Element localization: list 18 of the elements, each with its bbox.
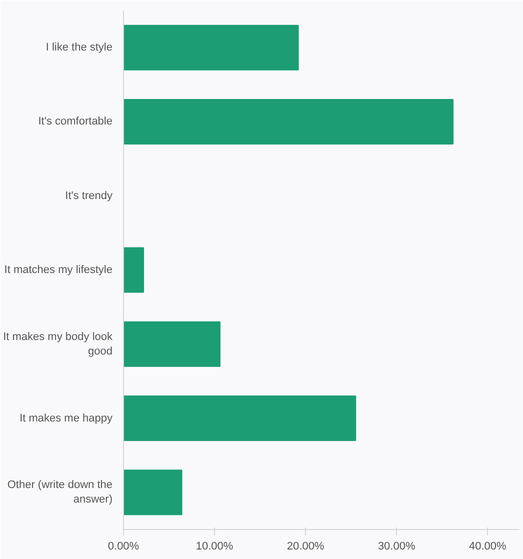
y-tick-label: Other (write down the answer): [7, 479, 112, 506]
x-tick-label: 40.00%: [468, 540, 507, 552]
y-tick-label: It's comfortable: [38, 116, 113, 128]
bar: [124, 321, 220, 367]
y-tick-label: It matches my lifestyle: [4, 264, 113, 276]
x-tick-label: 10.00%: [196, 540, 234, 552]
bar: [124, 247, 144, 293]
bar: [124, 24, 299, 70]
bar: [124, 470, 182, 516]
y-tick-label: It makes my body look good: [3, 330, 113, 358]
y-tick-label: It makes me happy: [20, 412, 113, 424]
bar: [124, 98, 454, 144]
x-tick-label: 0.00%: [108, 540, 140, 552]
x-tick-label: 30.00%: [378, 540, 416, 552]
bar: [124, 396, 356, 442]
x-tick-label: 20.00%: [286, 540, 324, 552]
y-tick-label: I like the style: [46, 42, 112, 54]
y-tick-label: It's trendy: [65, 190, 113, 202]
